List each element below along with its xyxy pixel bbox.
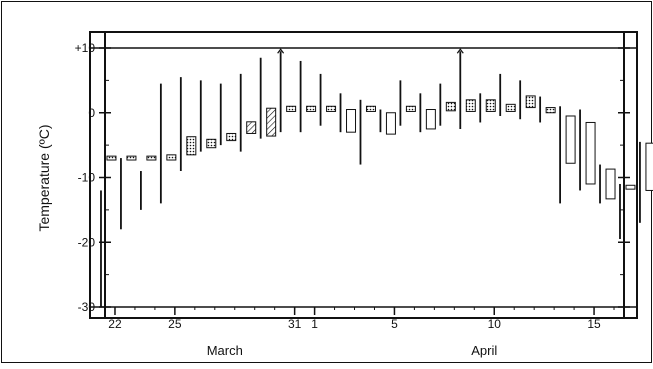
y-tick-label: -10 — [78, 171, 96, 185]
daily-box — [365, 105, 376, 112]
daily-box — [465, 99, 476, 112]
daily-box — [605, 168, 616, 200]
daily-box — [525, 95, 536, 109]
plot-frame — [89, 31, 638, 319]
daily-box — [246, 121, 257, 134]
daily-box — [186, 136, 197, 156]
daily-box — [286, 105, 297, 112]
range-overflow-arrow — [456, 48, 464, 54]
daily-box — [425, 109, 436, 130]
x-tick-label: 10 — [488, 317, 502, 331]
x-tick-label: 22 — [108, 317, 122, 331]
daily-box — [126, 155, 137, 161]
daily-box — [206, 138, 217, 149]
y-tick-label: -20 — [78, 235, 96, 249]
daily-box — [485, 99, 496, 112]
daily-box — [226, 132, 237, 142]
daily-box — [625, 184, 636, 190]
x-tick-label: 15 — [587, 317, 601, 331]
daily-box — [106, 155, 117, 161]
daily-box — [565, 115, 576, 164]
daily-box — [405, 105, 416, 112]
daily-box — [266, 107, 277, 137]
daily-box — [645, 142, 653, 191]
month-label: April — [471, 343, 497, 358]
plot-marks — [100, 48, 653, 307]
y-axis-ticks: -30 -20 -10 0 +10 — [75, 41, 630, 314]
daily-box — [326, 105, 337, 112]
daily-box — [445, 101, 456, 112]
x-tick-label: 5 — [391, 317, 398, 331]
y-tick-label: +10 — [75, 41, 96, 55]
x-tick-label: 31 — [288, 317, 302, 331]
x-tick-label: 25 — [168, 317, 182, 331]
daily-box — [166, 154, 177, 161]
month-label: March — [207, 343, 243, 358]
daily-box — [385, 112, 396, 135]
x-tick-label: 1 — [311, 317, 318, 331]
daily-box — [146, 155, 157, 161]
y-tick-label: 0 — [88, 106, 95, 120]
y-tick-label: -30 — [78, 300, 96, 314]
daily-box — [505, 103, 516, 112]
daily-box — [545, 107, 556, 114]
daily-box — [346, 109, 357, 133]
y-axis-title: Temperature (ºC) — [36, 124, 52, 231]
range-overflow-arrow — [277, 48, 285, 54]
daily-box — [306, 105, 317, 112]
daily-box — [585, 121, 596, 185]
